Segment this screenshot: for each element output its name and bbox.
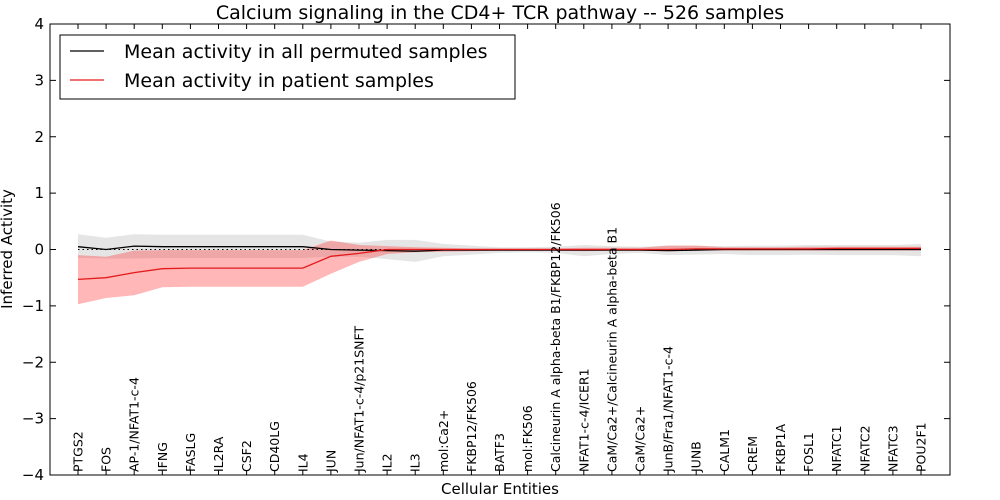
x-category-label: mol:FK506	[520, 405, 535, 472]
x-category-label: FKBP12/FK506	[464, 381, 479, 472]
x-category-label: CaM/Ca2+	[633, 406, 648, 472]
y-tick-label: 2	[34, 128, 44, 146]
x-category-label: JunB/Fra1/NFAT1-c-4	[661, 346, 676, 473]
legend-box	[59, 34, 516, 100]
x-category-label: CSF2	[239, 440, 254, 472]
chart-title: Calcium signaling in the CD4+ TCR pathwa…	[216, 2, 784, 24]
x-category-label: JUNB	[689, 441, 704, 473]
legend: Mean activity in all permuted samples Me…	[59, 34, 516, 100]
x-category-label: PTGS2	[71, 431, 86, 472]
x-category-label: mol:Ca2+	[436, 410, 451, 472]
band-patient	[78, 240, 921, 305]
legend-label-permuted: Mean activity in all permuted samples	[124, 41, 487, 63]
line-patient-mean	[77, 247, 921, 281]
x-category-label: IL4	[295, 453, 310, 472]
x-category-label: IL2	[380, 453, 395, 472]
x-category-label: BATF3	[492, 433, 507, 472]
x-category-label: NFATC1	[829, 425, 844, 472]
plot-frame	[49, 23, 951, 476]
x-category-label: FASLG	[183, 433, 198, 472]
x-category-label: POU2F1	[914, 422, 929, 472]
x-category-label: JUN	[323, 450, 338, 473]
x-category-label: NFAT1-c-4/ICER1	[576, 368, 591, 472]
x-category-label: IL2RA	[211, 436, 226, 472]
x-axis-category-labels: PTGS2 FOS AP-1/NFAT1-c-4 IFNG FASLG IL2RA CSF2…	[71, 24, 929, 475]
x-category-label: CREM	[745, 436, 760, 472]
x-category-label: Calcineurin A alpha-beta B1/FKBP12/FK506	[548, 202, 563, 472]
y-tick-label: 1	[34, 184, 44, 202]
y-tick-label: 3	[34, 71, 44, 89]
x-category-label: CD40LG	[267, 421, 282, 472]
x-category-label: Jun/NFAT1-c-4/p21SNFT	[352, 326, 367, 473]
series-lines	[77, 245, 921, 281]
x-category-label: AP-1/NFAT1-c-4	[127, 377, 142, 472]
confidence-bands	[78, 234, 921, 305]
x-category-label: NFATC2	[857, 425, 872, 472]
y-tick-label: −1	[22, 297, 44, 315]
y-axis-label: Inferred Activity	[0, 189, 16, 309]
x-axis-label: Cellular Entities	[441, 480, 559, 498]
y-tick-label: −3	[22, 410, 44, 428]
band-permuted	[78, 234, 921, 262]
x-category-label: FOS	[99, 447, 114, 472]
x-category-label: IFNG	[155, 442, 170, 472]
y-tick-label: −2	[22, 353, 44, 371]
legend-label-patient: Mean activity in patient samples	[124, 70, 434, 92]
y-tick-label: 4	[34, 15, 44, 33]
x-category-label: CALM1	[717, 429, 732, 472]
x-category-label: NFATC3	[885, 425, 900, 472]
x-category-label: IL3	[408, 453, 423, 472]
y-tick-label: 0	[34, 241, 44, 259]
y-axis-ticks: 4 3 2 1 0 −1 −2 −3 −4	[22, 15, 950, 484]
x-category-label: FKBP1A	[773, 424, 788, 472]
y-tick-label: −4	[22, 466, 44, 484]
x-category-label: CaM/Ca2+/Calcineurin A alpha-beta B1	[604, 227, 619, 472]
x-category-label: FOSL1	[801, 432, 816, 472]
